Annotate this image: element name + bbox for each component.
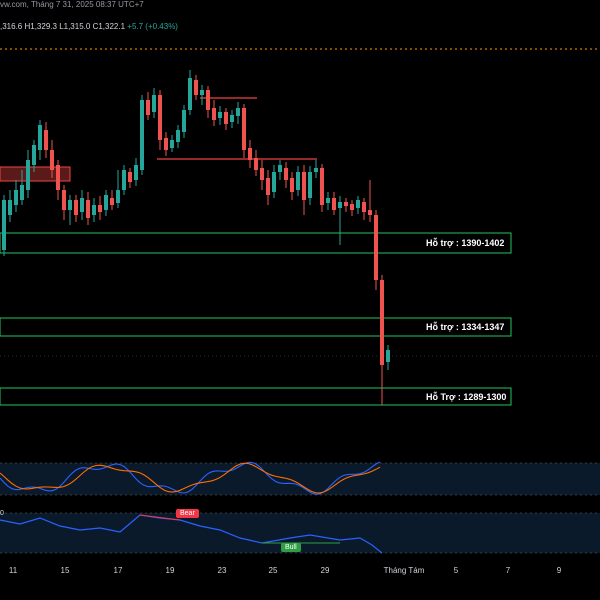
candle-body bbox=[272, 172, 276, 192]
candle-body bbox=[320, 168, 324, 205]
candle-body bbox=[164, 138, 168, 150]
x-tick-label: 19 bbox=[165, 566, 175, 575]
support-zone-1[interactable] bbox=[0, 232, 512, 254]
candle-body bbox=[38, 125, 42, 150]
candle-body bbox=[14, 190, 18, 205]
candle-body bbox=[278, 165, 282, 172]
bear-divergence-line bbox=[139, 514, 181, 521]
x-tick-label: 25 bbox=[268, 566, 278, 575]
candle-body bbox=[338, 202, 342, 208]
candle-body bbox=[8, 200, 12, 215]
candle-body bbox=[206, 90, 210, 110]
bull-badge: Bull bbox=[281, 543, 301, 552]
candle-body bbox=[200, 90, 204, 95]
candle-body bbox=[20, 185, 24, 200]
candle-body bbox=[326, 198, 330, 203]
zone-label-2: Hỗ trợ : 1334-1347 bbox=[426, 322, 505, 332]
x-tick-label: 15 bbox=[60, 566, 70, 575]
candle-body bbox=[116, 190, 120, 203]
source-date: vw.com, Tháng 7 31, 2025 08:37 UTC+7 bbox=[0, 0, 144, 9]
candle-body bbox=[386, 350, 390, 362]
stochastic-d-line bbox=[0, 462, 381, 494]
rsi-zero-label: 0 bbox=[0, 510, 4, 517]
candle-body bbox=[254, 158, 258, 170]
candle-body bbox=[248, 148, 252, 160]
candle-body bbox=[194, 80, 198, 95]
candle-body bbox=[242, 108, 246, 150]
candle-body bbox=[368, 210, 372, 215]
candle-body bbox=[224, 112, 228, 124]
x-tick-label: 11 bbox=[8, 566, 18, 575]
candle-body bbox=[134, 165, 138, 180]
candle-body bbox=[314, 168, 318, 172]
candle-body bbox=[140, 100, 144, 170]
ohlc-change: +5.7 (+0.43%) bbox=[127, 22, 178, 31]
candle-body bbox=[350, 204, 354, 210]
candle-body bbox=[212, 108, 216, 120]
candle-body bbox=[74, 200, 78, 215]
candle-body bbox=[266, 178, 270, 195]
x-tick-label: 23 bbox=[217, 566, 227, 575]
zone-label-3: Hỗ Trợ : 1289-1300 bbox=[426, 392, 507, 402]
x-tick-label: 7 bbox=[505, 566, 511, 575]
candle-body bbox=[56, 165, 60, 190]
candle-body bbox=[104, 195, 108, 210]
candle-body bbox=[170, 140, 174, 148]
candle-body bbox=[230, 115, 234, 122]
candle-body bbox=[2, 200, 6, 250]
candle-body bbox=[290, 178, 294, 192]
candle-body bbox=[50, 150, 54, 170]
candle-body bbox=[158, 95, 162, 140]
candle-body bbox=[32, 145, 36, 165]
x-tick-label: 17 bbox=[113, 566, 123, 575]
candle-body bbox=[80, 198, 84, 212]
candle-body bbox=[188, 78, 192, 110]
candle-body bbox=[302, 172, 306, 200]
candle-body bbox=[218, 112, 222, 118]
x-tick-label: 29 bbox=[320, 566, 330, 575]
candle-body bbox=[152, 95, 156, 112]
ohlc-low: L1,315.0 bbox=[59, 22, 91, 31]
candle-body bbox=[146, 100, 150, 115]
rsi-line bbox=[0, 514, 383, 554]
candle-body bbox=[176, 130, 180, 142]
candle-body bbox=[128, 172, 132, 182]
bear-badge: Bear bbox=[176, 509, 199, 518]
candle-body bbox=[44, 130, 48, 150]
candle-body bbox=[260, 168, 264, 180]
candle-body bbox=[110, 198, 114, 205]
candle-body bbox=[182, 110, 186, 132]
stochastic-k-line bbox=[0, 461, 381, 495]
candle-body bbox=[236, 108, 240, 116]
ohlc-high: H1,329.3 bbox=[24, 22, 57, 31]
candle-body bbox=[98, 205, 102, 212]
candle-body bbox=[374, 215, 378, 280]
ohlc-header: ,316.6 H1,329.3 L1,315.0 C1,322.1 +5.7 (… bbox=[0, 22, 178, 31]
x-tick-label: 5 bbox=[453, 566, 459, 575]
candle-body bbox=[62, 190, 66, 210]
candle-body bbox=[68, 200, 72, 210]
candle-body bbox=[356, 200, 360, 208]
candle-body bbox=[86, 200, 90, 218]
zone-label-1: Hỗ trợ : 1390-1402 bbox=[426, 238, 505, 248]
candle-body bbox=[26, 160, 30, 190]
x-tick-label: 9 bbox=[556, 566, 562, 575]
candle-body bbox=[122, 170, 126, 190]
ohlc-open: ,316.6 bbox=[0, 22, 23, 31]
candle-body bbox=[344, 202, 348, 206]
candle-body bbox=[362, 202, 366, 212]
candle-body bbox=[92, 205, 96, 215]
support-zone-3[interactable] bbox=[0, 387, 512, 406]
x-tick-label: Tháng Tám bbox=[383, 566, 425, 575]
candle-body bbox=[308, 172, 312, 198]
candle-body bbox=[284, 168, 288, 180]
ohlc-close: C1,322.1 bbox=[92, 22, 126, 31]
candle-body bbox=[296, 172, 300, 190]
candle-body bbox=[380, 280, 384, 365]
stochastic-band bbox=[0, 463, 600, 495]
candlestick-series bbox=[2, 70, 390, 405]
candle-body bbox=[332, 198, 336, 210]
support-zone-2[interactable] bbox=[0, 317, 512, 337]
